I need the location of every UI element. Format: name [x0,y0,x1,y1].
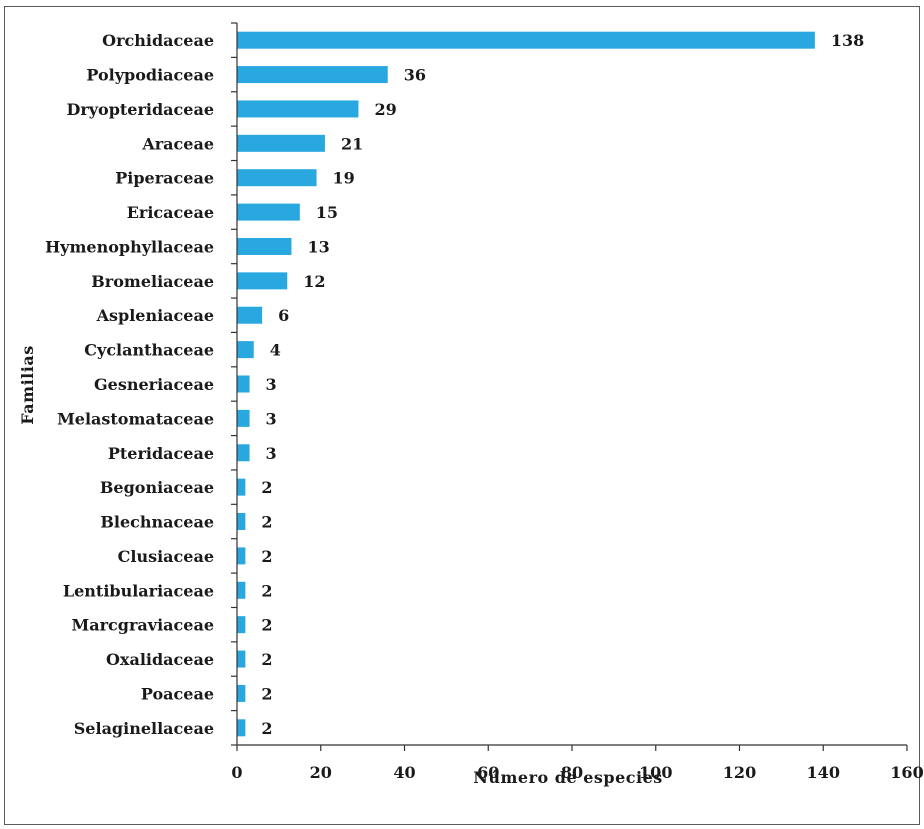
bar [237,169,317,187]
category-label: Marcgraviaceae [72,616,214,635]
category-label: Ericaceae [127,203,214,222]
data-label: 2 [261,478,272,497]
bar [237,31,815,49]
data-label: 3 [266,375,277,394]
data-label: 19 [333,169,355,188]
bar [237,616,246,634]
data-label: 4 [270,341,281,360]
x-tick-label: 160 [890,763,923,782]
bar [237,272,288,290]
data-label: 3 [266,444,277,463]
data-label: 12 [303,272,325,291]
category-labels-group: Orchidaceae Polypodiaceae Dryopteridaceae A… [45,31,214,738]
y-ticks-group [231,22,237,746]
bar [237,650,246,668]
data-label: 13 [307,237,329,256]
bar [237,66,388,84]
data-label: 2 [261,581,272,600]
bar [237,684,246,702]
x-tick-label: 140 [807,763,840,782]
data-label: 3 [266,409,277,428]
data-label: 6 [278,306,289,325]
data-label: 15 [316,203,338,222]
x-tick-label: 60 [477,763,499,782]
category-label: Aspleniaceae [96,306,214,325]
data-label: 21 [341,134,363,153]
y-axis-title: Familias [18,345,37,424]
category-label: Lentibulariaceae [63,581,214,600]
bar [237,237,292,255]
bar [237,375,250,393]
category-label: Araceae [141,134,214,153]
category-label: Begoniaceae [100,478,214,497]
category-label: Gesneriaceae [94,375,214,394]
bars-group [237,31,815,737]
x-tick-label: 40 [393,763,415,782]
category-label: Orchidaceae [102,31,214,50]
category-label: Clusiaceae [118,547,214,566]
category-label: Selaginellaceae [74,719,214,738]
bar [237,444,250,462]
bar [237,203,300,221]
x-tick-label: 100 [639,763,672,782]
bar [237,719,246,737]
category-label: Melastomataceae [57,409,214,428]
bar [237,478,246,496]
data-label: 2 [261,513,272,532]
category-label: Dryopteridaceae [66,100,214,119]
bar [237,306,263,324]
x-ticks-group: 0 20 40 60 80 100 120 140 160 [231,745,924,782]
data-label: 2 [261,650,272,669]
data-label: 2 [261,616,272,635]
category-label: Pteridaceae [108,444,214,463]
x-tick-label: 20 [310,763,332,782]
category-label: Hymenophyllaceae [45,237,214,256]
bar [237,341,254,359]
bar [237,409,250,427]
category-label: Poaceae [141,684,214,703]
x-tick-label: 0 [231,763,242,782]
x-axis-title: Número de especies [473,768,663,787]
category-label: Bromeliaceae [91,272,214,291]
chart-frame [4,6,920,825]
data-label: 29 [374,100,396,119]
category-label: Oxalidaceae [106,650,214,669]
data-label: 2 [261,547,272,566]
data-label: 2 [261,719,272,738]
category-label: Polypodiaceae [86,66,214,85]
category-label: Cyclanthaceae [84,341,214,360]
data-label: 2 [261,684,272,703]
bar [237,134,325,152]
category-label: Blechnaceae [100,513,214,532]
category-label: Piperaceae [115,169,214,188]
data-label: 138 [831,31,864,50]
bar [237,581,246,599]
value-labels-group: 138 36 29 21 19 15 13 12 6 4 3 3 3 2 2 2 2 2 2 2 2 [261,31,864,738]
bar [237,547,246,565]
bar [237,100,359,118]
data-label: 36 [404,66,426,85]
x-tick-label: 120 [723,763,756,782]
x-tick-label: 80 [561,763,583,782]
bar [237,513,246,531]
